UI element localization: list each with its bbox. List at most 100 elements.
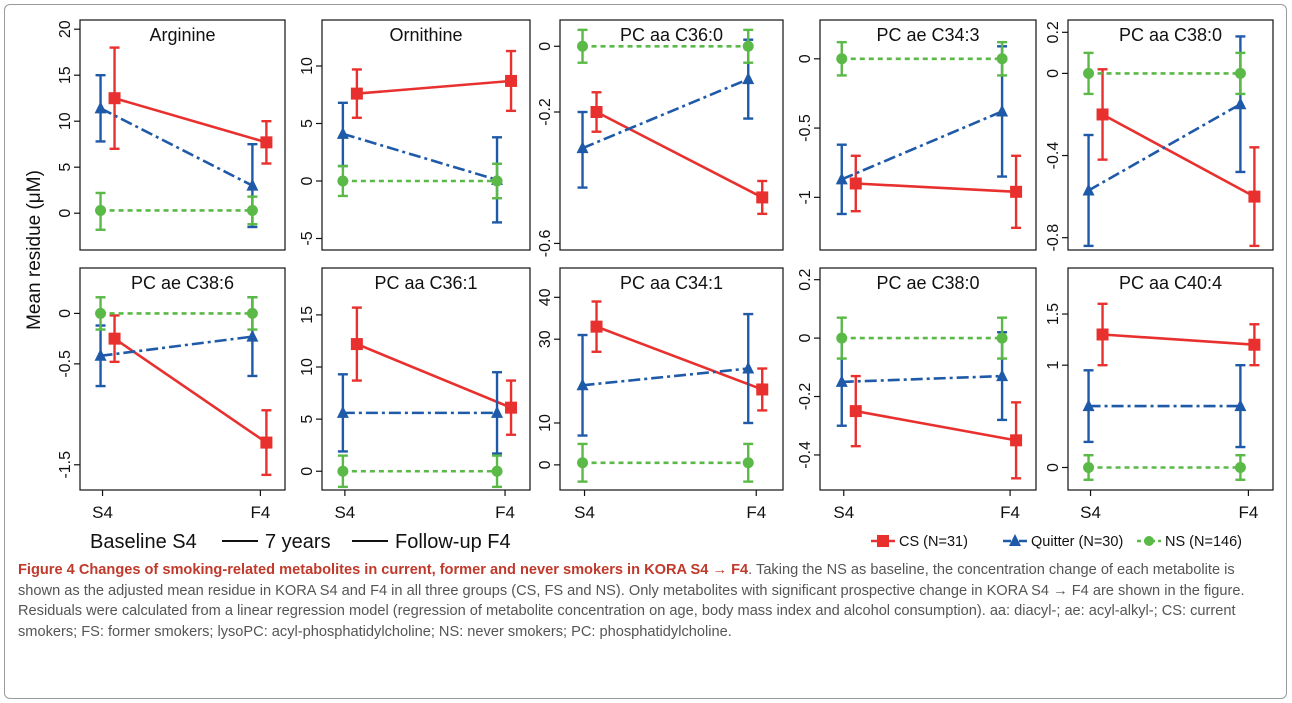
figure-caption: Figure 4 Changes of smoking-related meta… [18,560,1280,642]
data-point-triangle [835,374,848,387]
x-tick-label: S4 [833,503,854,522]
y-tick-label: 0 [299,467,316,476]
y-tick-label: -5 [299,231,316,245]
series-line-cs-n-31 [1102,333,1255,347]
y-tick-label: -0.6 [537,230,554,258]
data-point-circle [246,307,258,319]
legend-item-cs-n-31: CS (N=31) [871,534,968,550]
data-point-triangle [835,172,848,185]
panel-pc-ae-c38-0: PC ae C38:0 -0.4 -0.2 0 0.2 S4 F4 [797,267,1037,522]
y-tick-label: -0.2 [797,383,814,411]
data-point-triangle [94,348,107,361]
y-tick-label: 0.2 [797,268,814,290]
data-point-triangle [1234,399,1247,412]
series-line-cs-n-31 [595,110,763,199]
series-line-cs-n-31 [356,79,512,95]
y-tick-label: 5 [299,415,316,424]
x-tick-label: S4 [1080,503,1101,522]
panel-title: Ornithine [389,25,462,45]
data-point-triangle [246,178,259,191]
caption-line-1: . Taking the NS as baseline, the concent… [18,562,1235,599]
x-tick-label: F4 [1000,503,1020,522]
panel-frame [559,267,784,491]
data-point-circle [246,204,258,216]
data-point-circle [1234,461,1246,473]
panel-title: PC ae C38:0 [876,273,979,293]
panel-title: PC aa C36:1 [374,273,477,293]
panel-ornithine: Ornithine -5 0 5 10 [299,19,531,251]
y-tick-label: 30 [537,330,554,348]
data-point-square [590,320,603,333]
x-tick-label: F4 [1238,503,1258,522]
data-point-square [1248,190,1261,203]
x-tick-label: S4 [574,503,595,522]
y-tick-label: 1 [1045,361,1062,370]
y-tick-label: 0 [57,209,74,218]
y-tick-label: -1 [797,190,814,204]
series-line-quitter-n-30 [100,335,253,358]
data-point-square [350,87,363,100]
y-tick-label: 10 [299,358,316,376]
legend-marker-triangle [1009,534,1021,546]
y-tick-label: 5 [299,119,316,128]
y-tick-label: -0.4 [797,441,814,469]
panel-frame [1067,19,1274,251]
y-tick-label: -0.8 [1045,224,1062,252]
data-point-circle [491,175,503,187]
x-tick-label: F4 [250,503,270,522]
panel-title: PC aa C36:0 [620,25,723,45]
data-point-circle [836,332,848,344]
y-tick-label: 0 [537,42,554,51]
data-point-circle [836,53,848,65]
legend-label: NS (N=146) [1165,534,1242,550]
timeline-start-label: Baseline S4 [90,531,197,553]
caption-figure-number: Figure 4 [18,562,75,578]
data-point-square [1248,338,1261,351]
data-point-circle [742,457,754,469]
x-tick-label: F4 [746,503,766,522]
y-tick-label: -1.5 [57,451,74,479]
y-tick-label: -0.5 [797,114,814,142]
legend: CS (N=31) Quitter (N=30) NS (N=146) [871,534,1242,550]
legend-item-ns-n-146: NS (N=146) [1137,534,1242,550]
legend-label: CS (N=31) [899,534,968,550]
x-tick-label: S4 [92,503,113,522]
panel-pc-aa-c34-1: PC aa C34:1 0 10 30 40 S4 F4 [537,267,784,522]
legend-marker-circle [1144,536,1154,546]
panel-title: PC aa C38:0 [1119,25,1222,45]
data-point-triangle [742,72,755,85]
data-point-circle [1083,461,1095,473]
y-tick-label: 20 [57,20,74,38]
series-line-quitter-n-30 [841,110,1003,181]
panel-pc-aa-c38-0: PC aa C38:0 -0.8 -0.4 0 0.2 [1045,19,1274,252]
y-tick-label: 0 [299,176,316,185]
data-point-triangle [1234,97,1247,110]
panel-title: Arginine [149,25,215,45]
legend-item-quitter-n-30: Quitter (N=30) [1003,534,1123,550]
data-point-triangle [1082,183,1095,196]
y-tick-label: 10 [299,57,316,75]
data-point-circle [996,53,1008,65]
data-point-square [590,106,603,118]
panel-frame [559,19,784,251]
y-tick-label: 0 [1045,69,1062,78]
series-line-quitter-n-30 [342,132,498,182]
data-point-circle [577,457,589,469]
timeline-middle-label: 7 years [265,531,331,553]
caption-title: Changes of smoking-related metabolites i… [78,562,709,578]
y-tick-label: 0 [1045,463,1062,472]
y-tick-label: -0.5 [57,350,74,378]
data-point-triangle [742,361,755,374]
y-tick-label: 5 [57,163,74,172]
data-point-circle [742,40,754,52]
panel-pc-ae-c34-3: PC ae C34:3 -1 -0.5 0 [797,19,1037,251]
panel-title: PC ae C34:3 [876,25,979,45]
panel-frame [321,267,531,491]
data-point-circle [337,175,349,187]
data-point-circle [996,332,1008,344]
panel-arginine: Arginine 0 5 10 15 20 [57,19,286,251]
data-point-square [849,177,862,190]
legend-label: Quitter (N=30) [1031,534,1123,550]
